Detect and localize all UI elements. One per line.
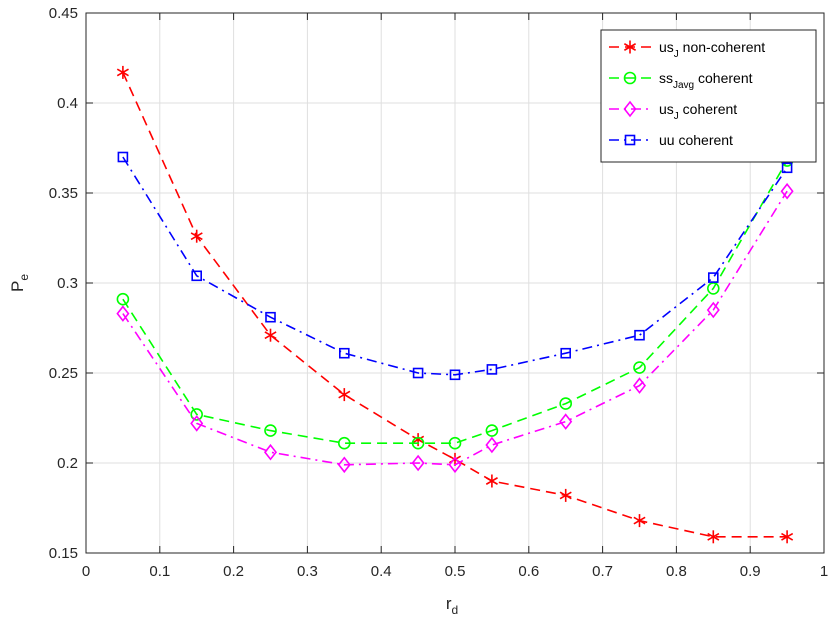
x-tick-label: 0.3 [297,563,318,580]
data-point-asterisk [559,488,572,502]
data-point-diamond [632,377,647,394]
legend-label: usJ coherent [659,101,737,122]
data-point-asterisk [623,40,637,54]
data-point-asterisk [707,530,720,544]
x-tick-label: 0.7 [592,563,613,580]
y-tick-label: 0.25 [49,365,78,382]
data-point-asterisk [116,65,129,79]
data-point-circle [559,397,573,410]
x-tick-label: 0 [82,563,90,580]
x-tick-label: 0.2 [223,563,244,580]
data-point-square [560,347,572,359]
data-point-square [781,162,793,174]
y-tick-label: 0.4 [57,95,78,112]
y-axis-label: Pe [8,274,31,292]
data-point-circle [485,424,499,437]
y-tick-label: 0.2 [57,455,78,472]
data-point-diamond [623,100,637,118]
y-tick-label: 0.45 [49,5,78,22]
data-point-circle [411,436,425,450]
data-point-diamond [263,443,278,461]
legend-item: usJ non-coherent [609,39,765,60]
data-point-diamond [116,305,130,322]
data-point-diamond [706,301,720,319]
data-point-diamond [190,415,204,432]
data-point-diamond [559,413,573,430]
x-tick-label: 0.6 [518,563,539,580]
series-3 [117,151,793,381]
data-point-diamond [780,182,794,200]
legend-item: ssJavg coherent [609,70,753,91]
data-point-circle [633,361,646,374]
axis-ticks: 0 0.1 0.2 0.3 0.4 0.5 0.6 0.7 0.8 0.9 1 0.15 0.2 0.25… [49,5,828,580]
data-point-square [707,272,719,283]
data-point-square [624,134,636,146]
data-point-circle [116,292,130,306]
series-line [122,156,788,376]
series-0 [116,65,794,544]
x-tick-label: 0.1 [149,563,170,580]
x-tick-label: 0.4 [371,563,392,580]
data-point-asterisk [485,474,498,488]
data-point-asterisk [338,388,351,402]
data-point-square [486,364,498,375]
data-point-circle [264,424,277,437]
data-point-asterisk [633,514,646,528]
data-point-square [265,311,276,323]
legend-label: uu coherent [659,132,733,148]
data-point-square [634,329,645,341]
series-line [122,160,788,445]
series-line [122,190,788,466]
series-2 [116,182,794,474]
legend-item: usJ coherent [609,100,737,122]
data-point-circle [190,408,203,421]
x-axis-label: rd [446,594,458,617]
y-tick-label: 0.3 [57,275,78,292]
x-tick-label: 0.5 [445,563,466,580]
series-1 [116,154,794,450]
x-tick-label: 0.8 [666,563,687,580]
data-point-diamond [448,456,462,474]
y-tick-label: 0.35 [49,185,78,202]
data-point-diamond [485,436,499,454]
data-point-diamond [337,456,351,474]
data-point-diamond [411,454,425,472]
grid-lines [86,13,824,553]
data-point-square [117,151,129,163]
data-point-square [412,367,424,379]
data-point-square [191,270,202,282]
series-line [122,72,788,538]
data-point-circle [448,436,462,450]
data-point-square [449,369,461,381]
data-point-asterisk [781,530,794,544]
data-point-circle [337,436,351,450]
legend: usJ non-coherent ssJavg coherent usJ coher… [600,29,817,163]
data-point-asterisk [190,229,203,243]
x-tick-label: 0.9 [740,563,761,580]
data-point-asterisk [264,328,277,342]
data-point-circle [623,71,637,85]
legend-label: usJ non-coherent [659,39,765,60]
legend-item: uu coherent [609,132,733,148]
x-tick-label: 1 [820,563,828,580]
data-point-square [338,347,350,359]
legend-label: ssJavg coherent [659,70,753,91]
series-layer [116,65,794,544]
y-tick-label: 0.15 [49,545,78,562]
